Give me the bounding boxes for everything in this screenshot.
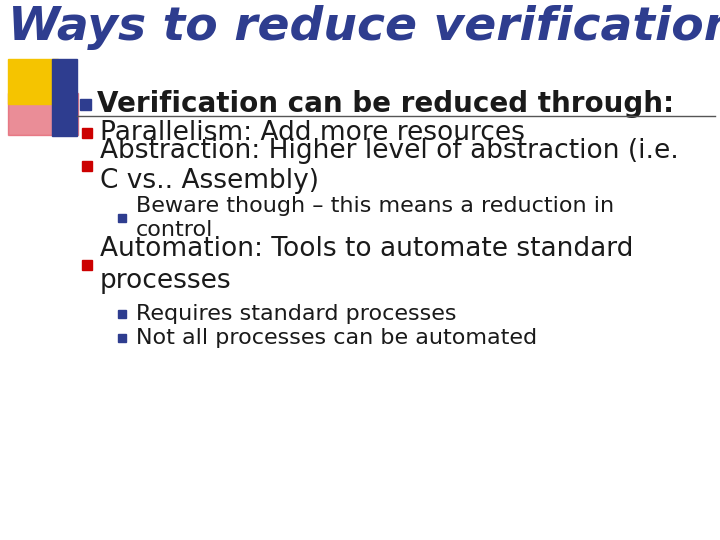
Text: Not all processes can be automated: Not all processes can be automated [136,328,537,348]
Text: Requires standard processes: Requires standard processes [136,304,456,324]
Text: Parallelism: Add more resources: Parallelism: Add more resources [100,120,525,146]
Bar [82,260,92,270]
Text: Abstraction: Higher level of abstraction (i.e.
C vs.. Assembly): Abstraction: Higher level of abstraction… [100,138,679,194]
Bar [118,334,126,342]
Bar [118,310,126,318]
Bar [80,99,91,110]
Bar [8,59,58,104]
Text: Verification can be reduced through:: Verification can be reduced through: [97,90,674,118]
Bar [118,214,126,222]
Bar [8,93,78,135]
Text: Ways to reduce verification time: Ways to reduce verification time [8,5,720,50]
Bar [52,59,77,136]
Text: Beware though – this means a reduction in
control: Beware though – this means a reduction i… [136,196,614,240]
Bar [82,161,92,171]
Bar [82,128,92,138]
Text: Automation: Tools to automate standard
processes: Automation: Tools to automate standard p… [100,237,634,294]
